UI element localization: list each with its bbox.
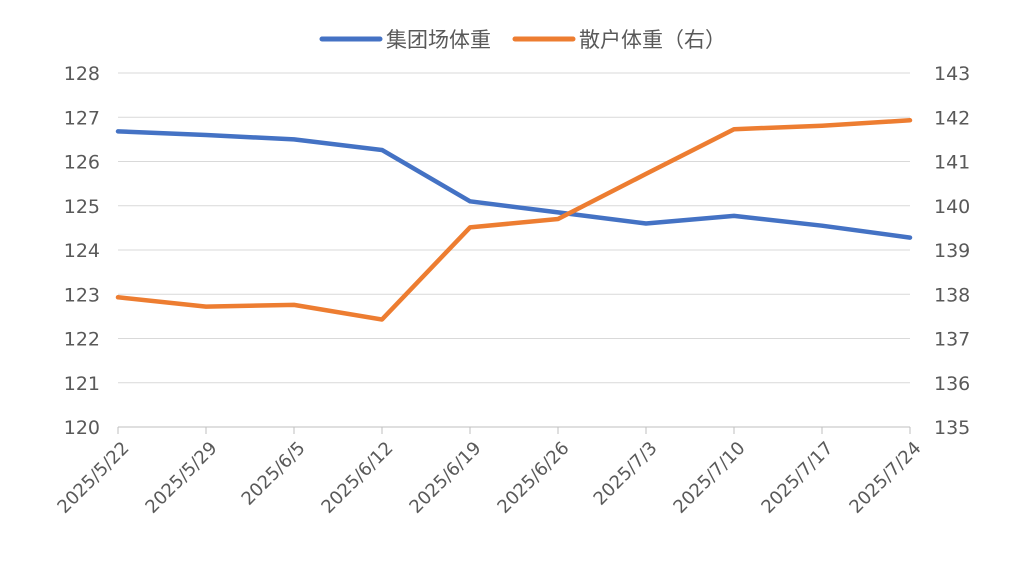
y-right-tick-label: 142 (934, 107, 970, 129)
y-left-tick-label: 128 (64, 63, 100, 85)
gridlines (118, 72, 910, 384)
y-left-tick-label: 124 (64, 240, 100, 262)
legend-label: 散户体重（右） (579, 28, 726, 52)
x-tick-label: 2025/6/19 (405, 438, 485, 518)
y-right-tick-label: 138 (934, 284, 970, 306)
x-tick-label: 2025/5/29 (141, 438, 221, 518)
axes: 120 121 122 123 124 125 126 127 128 135 136 137 138 1… (53, 63, 970, 518)
y-left-tick-label: 123 (64, 284, 100, 306)
x-tick-label: 2025/7/3 (590, 438, 662, 510)
y-left-tick-label: 126 (64, 152, 100, 174)
y-right-tick-label: 139 (934, 240, 970, 262)
x-tick-label: 2025/7/10 (669, 438, 749, 518)
x-tick-label: 2025/5/22 (53, 438, 133, 518)
y-left-tick-label: 120 (64, 417, 100, 439)
series-line (115, 118, 913, 322)
y-right-tick-label: 135 (934, 417, 970, 439)
x-tick-label: 2025/6/12 (317, 438, 397, 518)
y-right-tick-label: 141 (934, 152, 970, 174)
x-tick-label: 2025/6/5 (238, 438, 310, 510)
legend-label: 集团场体重 (386, 28, 491, 52)
series-line (115, 129, 913, 240)
y-right-tick-label: 143 (934, 63, 970, 85)
y-left-tick-label: 127 (64, 107, 100, 129)
y-left-tick-label: 125 (64, 196, 100, 218)
y-left-tick-label: 121 (64, 373, 100, 395)
legend: 集团场体重 散户体重（右） (319, 28, 726, 52)
y-right-tick-label: 137 (934, 329, 970, 351)
x-tick-label: 2025/7/24 (845, 438, 925, 518)
y-left-tick-label: 122 (64, 329, 100, 351)
y-right-tick-label: 140 (934, 196, 970, 218)
x-tick-label: 2025/7/17 (757, 438, 837, 518)
series-lines (115, 118, 913, 322)
y-right-tick-label: 136 (934, 373, 970, 395)
x-tick-label: 2025/6/26 (493, 438, 573, 518)
